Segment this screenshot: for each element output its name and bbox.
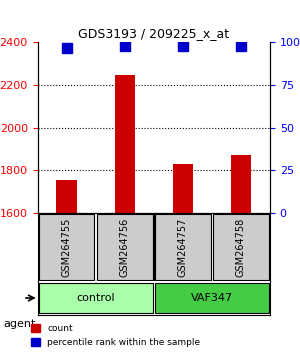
FancyBboxPatch shape (213, 214, 269, 280)
Text: GSM264755: GSM264755 (61, 217, 72, 276)
Text: agent: agent (3, 319, 35, 329)
Text: GSM264757: GSM264757 (178, 217, 188, 276)
Point (180, 43, 185, 49)
Bar (231, 155, 251, 213)
Title: GDS3193 / 209225_x_at: GDS3193 / 209225_x_at (78, 27, 229, 40)
FancyBboxPatch shape (39, 283, 153, 313)
Point (64, 45, 69, 50)
Bar (115, 75, 135, 213)
Legend: count, percentile rank within the sample: count, percentile rank within the sample (28, 321, 203, 349)
Point (238, 43, 243, 49)
FancyBboxPatch shape (155, 214, 211, 280)
FancyBboxPatch shape (39, 214, 94, 280)
Bar (172, 164, 193, 213)
Point (122, 43, 127, 49)
Text: control: control (76, 293, 115, 303)
Text: GSM264756: GSM264756 (120, 217, 130, 276)
Text: VAF347: VAF347 (191, 293, 233, 303)
FancyBboxPatch shape (97, 214, 153, 280)
FancyBboxPatch shape (155, 283, 269, 313)
Bar (56, 180, 77, 213)
Text: GSM264758: GSM264758 (236, 217, 246, 276)
